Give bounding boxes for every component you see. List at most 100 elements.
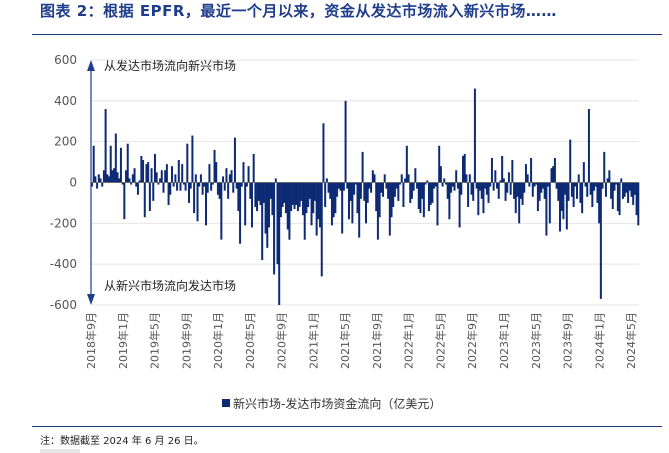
bar xyxy=(288,182,291,240)
bar xyxy=(458,182,461,228)
bar xyxy=(399,182,402,185)
bar xyxy=(334,182,337,214)
bar xyxy=(504,182,507,201)
bar xyxy=(128,178,131,183)
bar xyxy=(467,182,470,207)
x-tick-label: 2021年5月 xyxy=(338,312,352,369)
bar xyxy=(502,178,505,183)
bar xyxy=(559,182,562,232)
bar xyxy=(147,162,150,183)
bar xyxy=(310,182,313,226)
bar xyxy=(142,160,145,183)
bar xyxy=(353,182,356,195)
bar xyxy=(441,182,444,187)
bar xyxy=(582,162,585,183)
x-tick-label: 2022年1月 xyxy=(402,312,416,369)
bar xyxy=(150,168,153,183)
bar xyxy=(354,182,357,185)
bar xyxy=(189,182,192,189)
x-tick-label: 2019年1月 xyxy=(116,312,130,369)
bar xyxy=(223,182,226,191)
bar xyxy=(536,182,539,212)
bar xyxy=(259,182,262,205)
bar xyxy=(417,182,420,210)
bar xyxy=(393,182,396,197)
bar xyxy=(630,182,633,197)
bar xyxy=(215,162,218,183)
bar xyxy=(291,182,294,205)
bar xyxy=(490,158,493,183)
bar xyxy=(463,153,466,183)
bar xyxy=(322,123,325,183)
bar xyxy=(579,182,582,203)
bar xyxy=(339,182,342,191)
bar xyxy=(295,182,298,205)
bar xyxy=(541,182,544,189)
bar xyxy=(608,170,611,183)
bar xyxy=(184,182,187,191)
bar xyxy=(281,182,284,207)
bar xyxy=(351,182,354,224)
bar xyxy=(419,182,422,214)
bar xyxy=(468,174,471,183)
bar xyxy=(135,182,138,187)
bar xyxy=(96,182,99,189)
bar xyxy=(484,182,487,189)
bar xyxy=(603,151,606,183)
bar xyxy=(400,174,403,183)
bar xyxy=(543,182,546,199)
bar xyxy=(524,164,527,183)
bar xyxy=(606,178,609,183)
bar xyxy=(526,174,529,183)
bar xyxy=(254,182,257,207)
bar xyxy=(531,182,534,197)
bar xyxy=(487,182,490,203)
x-tick-label: 2024年1月 xyxy=(592,312,606,369)
bar xyxy=(121,182,124,185)
arrow-down-icon xyxy=(87,294,95,305)
bar xyxy=(593,182,596,191)
bar xyxy=(594,182,597,187)
x-tick-label: 2023年5月 xyxy=(529,312,543,369)
bar xyxy=(361,151,364,183)
bar xyxy=(130,182,133,185)
bar xyxy=(455,170,458,183)
bar xyxy=(240,182,243,187)
bar xyxy=(388,182,391,236)
bar xyxy=(509,182,512,195)
bar xyxy=(472,182,475,201)
bar xyxy=(383,174,386,183)
bar xyxy=(523,182,526,193)
bar xyxy=(507,172,510,183)
bar xyxy=(535,182,538,185)
x-tick-label: 2021年1月 xyxy=(306,312,320,369)
bar xyxy=(438,145,441,183)
bar xyxy=(370,182,373,193)
bar xyxy=(220,182,223,240)
bar xyxy=(615,182,618,185)
bar xyxy=(611,182,614,210)
bar xyxy=(167,182,170,205)
bar xyxy=(177,160,180,183)
bar xyxy=(126,143,129,183)
bar xyxy=(320,182,323,277)
bar xyxy=(565,182,568,230)
bar xyxy=(410,182,413,199)
bar xyxy=(366,182,369,203)
x-tick-label: 2020年9月 xyxy=(275,312,289,369)
bar xyxy=(176,182,179,191)
bar xyxy=(116,172,119,183)
bar xyxy=(538,182,541,201)
bar xyxy=(620,178,623,183)
bar xyxy=(570,182,573,197)
y-axis-tick-labels: 600 400 200 0 -200 -400 -600 xyxy=(50,53,77,312)
bar xyxy=(160,170,163,183)
bar xyxy=(514,182,517,214)
bar xyxy=(153,153,156,183)
bar xyxy=(545,182,548,236)
bar xyxy=(162,182,165,193)
bar xyxy=(317,182,320,220)
legend-swatch xyxy=(222,399,230,407)
bar xyxy=(359,182,362,199)
x-tick-label: 2022年9月 xyxy=(465,312,479,369)
